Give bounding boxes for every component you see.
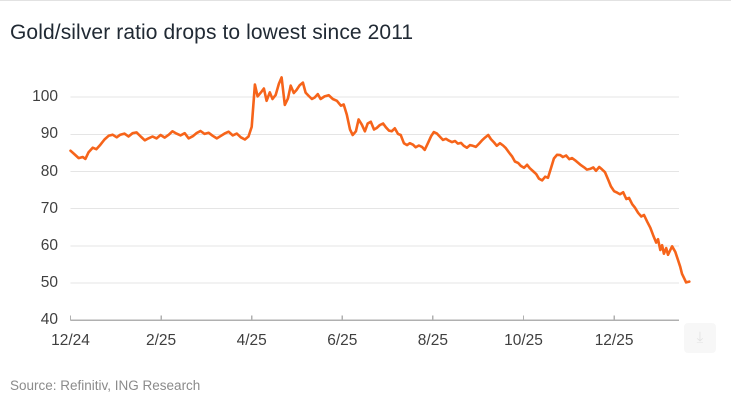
x-axis-label-4-25: 4/25 xyxy=(236,332,267,349)
x-axis-label-2-25: 2/25 xyxy=(146,332,177,349)
y-axis-label-40: 40 xyxy=(40,311,58,329)
y-axis-label-50: 50 xyxy=(40,274,58,292)
x-axis-label-12-24: 12/24 xyxy=(51,332,90,349)
source-credit: Source: Refinitiv, ING Research xyxy=(10,378,201,393)
gold-silver-ratio-line xyxy=(69,76,691,284)
chart-title: Gold/silver ratio drops to lowest since … xyxy=(10,21,414,44)
y-axis-label-70: 70 xyxy=(40,199,58,217)
x-axis-label-12-25: 12/25 xyxy=(594,332,634,349)
x-axis-label-6-25: 6/25 xyxy=(327,332,358,349)
y-axis-label-60: 60 xyxy=(40,236,58,254)
y-axis-label-100: 100 xyxy=(32,88,58,106)
x-axis-label-8-25: 8/25 xyxy=(417,332,448,349)
x-axis-label-10-25: 10/25 xyxy=(504,332,543,349)
y-axis-label-80: 80 xyxy=(40,162,58,180)
y-axis-label-90: 90 xyxy=(40,125,58,143)
chart-download-icon[interactable]: ⤓ xyxy=(684,323,716,353)
